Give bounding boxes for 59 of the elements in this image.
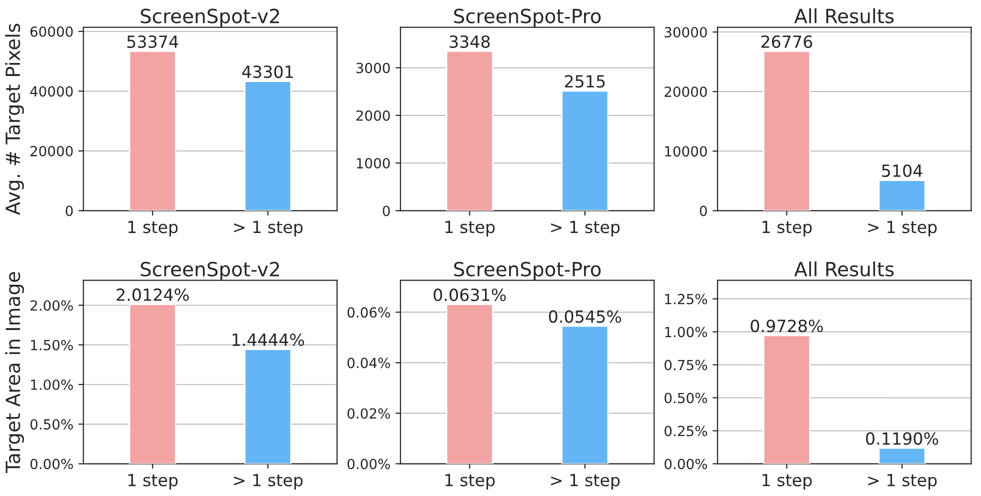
x-tick-label: > 1 step (234, 220, 303, 237)
data-label: 53374 (127, 35, 178, 48)
data-label: 0.9728% (750, 320, 823, 332)
y-tick-label: 1.50% (31, 340, 73, 350)
y-tick-label: 40000 (30, 86, 73, 97)
chart-title: ScreenSpot-Pro (454, 8, 601, 28)
x-tick-label: > 1 step (551, 220, 620, 237)
y-tick-label: 0.50% (30, 419, 73, 430)
y-tick-label: 30000 (664, 26, 707, 38)
data-label: 26776 (761, 35, 812, 48)
y-tick-label: 0.00% (30, 458, 73, 470)
y-tick-label: 0.04% (348, 358, 390, 368)
y-tick-label: 0.00% (348, 458, 390, 470)
y-tick-label: 3000 (356, 62, 390, 74)
data-label: 2515 (564, 75, 605, 88)
data-label: 1.4444% (232, 333, 304, 346)
y-tick-label: 0 (382, 206, 390, 216)
data-label: 0.0631% (434, 288, 506, 302)
x-tick-label: > 1 step (551, 474, 620, 490)
y-tick-label: 1.25% (665, 294, 708, 304)
y-tick-label: 20000 (664, 86, 707, 98)
x-tick-label: > 1 step (234, 474, 303, 490)
y-tick-label: 1.00% (31, 379, 73, 390)
y-tick-label: 1.00% (665, 326, 708, 338)
y-tick-label: 0 (700, 206, 707, 216)
y-tick-label: 0.75% (664, 360, 708, 370)
y-axis-title: Target Area in Image (5, 272, 24, 474)
y-tick-label: 10000 (665, 146, 707, 157)
data-label: 2.0124% (116, 288, 189, 302)
y-tick-label: 2000 (356, 110, 390, 121)
chart-title: ScreenSpot-Pro (454, 262, 601, 280)
y-tick-label: 0.02% (348, 408, 390, 419)
x-tick-label: 1 step (128, 474, 178, 490)
y-tick-label: 0.06% (348, 307, 390, 318)
chart-title: ScreenSpot-v2 (140, 8, 279, 28)
y-tick-label: 0.25% (664, 426, 708, 436)
chart-title: ScreenSpot-v2 (140, 262, 279, 280)
y-tick-label: 20000 (30, 146, 73, 156)
data-label: 5104 (882, 164, 922, 178)
x-tick-label: 1 step (445, 220, 495, 237)
x-tick-label: > 1 step (868, 220, 937, 237)
y-tick-label: 0 (66, 206, 73, 216)
x-tick-label: > 1 step (868, 474, 937, 490)
data-label: 0.1190% (866, 432, 938, 445)
data-label: 3348 (450, 35, 490, 48)
x-tick-label: 1 step (445, 474, 495, 490)
data-label: 0.0545% (548, 310, 622, 323)
chart-title: All Results (794, 261, 894, 276)
y-tick-label: 0.50% (664, 392, 708, 404)
data-label: 43301 (242, 65, 293, 78)
y-tick-label: 60000 (30, 26, 73, 37)
y-tick-label: 0.00% (664, 458, 708, 470)
y-tick-label: 1000 (356, 158, 390, 169)
x-tick-label: 1 step (762, 220, 812, 237)
y-axis-title: Avg. # Target Pixels (5, 24, 24, 215)
x-tick-label: 1 step (762, 474, 812, 490)
chart-title: All Results (794, 8, 894, 24)
x-tick-label: 1 step (128, 220, 178, 237)
y-tick-label: 2.00% (30, 300, 73, 311)
